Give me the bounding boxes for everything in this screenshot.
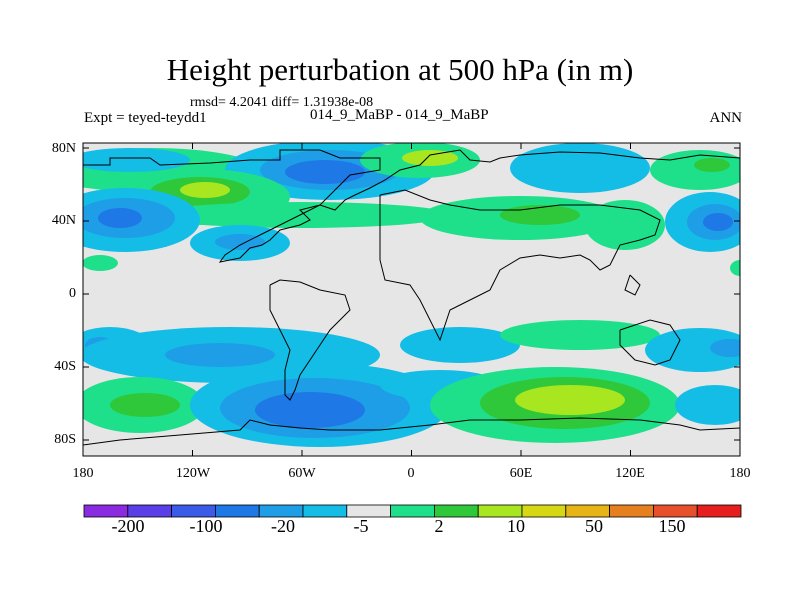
contour-patch — [585, 200, 665, 250]
contour-patch — [694, 158, 730, 172]
lat-tick-label: 40S — [54, 359, 76, 374]
lon-tick-label: 120W — [175, 466, 211, 481]
lat-tick-label: 40N — [51, 213, 76, 228]
contour-patch — [98, 208, 142, 228]
season-label: ANN — [709, 110, 743, 126]
colorbar-label: -200 — [111, 516, 145, 536]
colorbar-label: 150 — [658, 516, 686, 536]
lon-tick-label: 60W — [288, 466, 316, 481]
contour-patch — [83, 255, 118, 271]
contour-patch — [83, 148, 190, 172]
contour-patch — [400, 327, 520, 363]
colorbar-label: 10 — [507, 516, 525, 536]
chart-title: Height perturbation at 500 hPa (in m) — [166, 52, 634, 87]
experiment-label: Expt = teyed-teydd1 — [84, 110, 207, 126]
contour-patch — [402, 150, 458, 166]
contour-patch — [215, 234, 265, 250]
lon-tick-label: 180 — [72, 466, 94, 481]
case-label: 014_9_MaBP - 014_9_MaBP — [310, 107, 489, 123]
colorbar — [83, 504, 742, 518]
colorbar-label: -20 — [271, 516, 295, 536]
coastlines — [83, 149, 740, 446]
lon-tick-label: 180 — [729, 466, 751, 481]
colorbar-label: -5 — [353, 516, 369, 536]
colorbar-swatch — [696, 504, 742, 518]
lat-tick-label: 80N — [51, 141, 76, 156]
contour-patch — [515, 385, 625, 415]
colorbar-label: 50 — [585, 516, 603, 536]
lat-tick-label: 80S — [54, 432, 76, 447]
lat-tick-label: 0 — [69, 286, 76, 301]
colorbar-label: 2 — [434, 516, 444, 536]
contour-patch — [510, 143, 650, 193]
lon-tick-label: 120E — [615, 466, 645, 481]
rmsd-diff-text: rmsd= 4.2041 diff= 1.31938e-08 — [190, 95, 374, 110]
lon-tick-label: 60E — [509, 466, 533, 481]
contour-patch — [710, 339, 740, 357]
contour-patch — [285, 160, 365, 184]
contour-patch — [110, 393, 180, 417]
contour-patch — [645, 328, 740, 372]
lon-tick-label: 0 — [407, 466, 415, 481]
colorbar-label: -100 — [189, 516, 223, 536]
contour-patch — [675, 385, 740, 425]
contour-patch — [703, 213, 733, 231]
contour-patch — [730, 260, 740, 276]
contour-patch — [255, 392, 365, 428]
contour-field — [83, 143, 740, 456]
contour-patch — [180, 182, 230, 198]
contour-patch — [165, 343, 275, 367]
